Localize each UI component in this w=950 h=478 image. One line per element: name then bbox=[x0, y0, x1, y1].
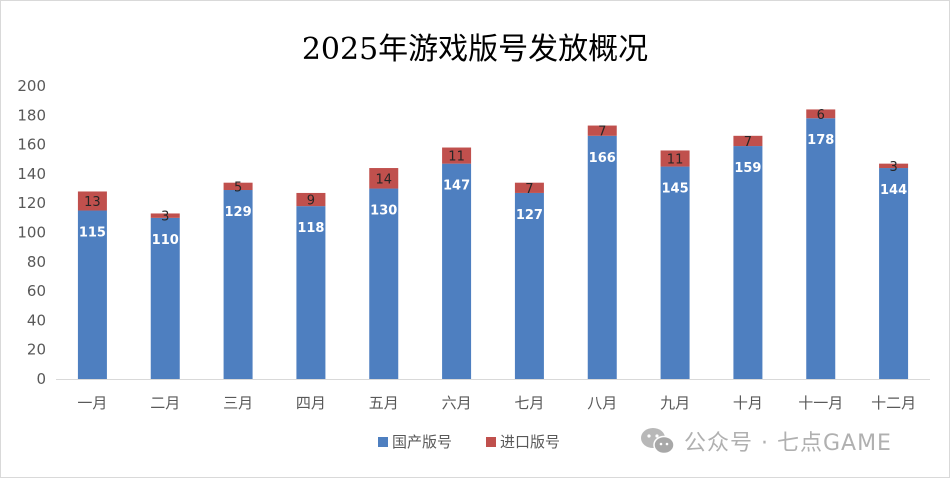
bar-import bbox=[77, 191, 107, 211]
legend-label: 进口版号 bbox=[500, 433, 560, 451]
x-tick-label: 十二月 bbox=[871, 394, 916, 412]
legend-swatch bbox=[486, 437, 496, 447]
x-tick-label: 十月 bbox=[733, 394, 763, 412]
chart-title: 2025年游戏版号发放概况 bbox=[301, 32, 649, 67]
y-tick-label: 0 bbox=[36, 370, 46, 388]
data-label-import: 7 bbox=[744, 135, 752, 150]
data-label-import: 11 bbox=[448, 150, 465, 165]
bar-domestic bbox=[369, 188, 399, 379]
data-label-import: 3 bbox=[161, 210, 169, 225]
bar-import bbox=[442, 147, 472, 164]
y-tick-label: 20 bbox=[27, 341, 46, 359]
bar-import bbox=[660, 150, 690, 167]
data-label-domestic: 178 bbox=[807, 133, 834, 148]
data-label-domestic: 145 bbox=[662, 182, 689, 197]
data-label-domestic: 115 bbox=[79, 226, 106, 241]
data-label-domestic: 130 bbox=[370, 204, 397, 219]
y-tick-label: 60 bbox=[27, 282, 46, 300]
data-label-import: 9 bbox=[307, 194, 315, 209]
data-label-domestic: 127 bbox=[516, 208, 543, 223]
data-label-domestic: 166 bbox=[589, 151, 616, 166]
bar-domestic bbox=[806, 118, 836, 379]
bar-domestic bbox=[296, 206, 326, 379]
bar-import bbox=[806, 109, 836, 119]
x-tick-label: 二月 bbox=[150, 394, 180, 412]
data-label-import: 3 bbox=[889, 160, 897, 175]
x-tick-label: 六月 bbox=[442, 394, 472, 412]
bar-domestic bbox=[733, 146, 763, 379]
bar-domestic bbox=[223, 190, 253, 379]
watermark: 公众号 · 七点GAME bbox=[640, 424, 930, 458]
x-tick-label: 三月 bbox=[223, 394, 253, 412]
x-tick-label: 四月 bbox=[296, 394, 326, 412]
data-label-import: 13 bbox=[84, 195, 101, 210]
data-label-import: 7 bbox=[598, 125, 606, 140]
bar-domestic bbox=[587, 135, 617, 379]
bar-import bbox=[223, 182, 253, 191]
x-tick-label: 一月 bbox=[77, 394, 107, 412]
wechat-icon bbox=[641, 428, 675, 455]
data-label-import: 6 bbox=[817, 108, 825, 123]
y-tick-label: 160 bbox=[17, 136, 46, 154]
bar-import bbox=[514, 182, 544, 193]
bar-import bbox=[150, 213, 180, 218]
data-label-import: 14 bbox=[375, 172, 392, 187]
x-tick-label: 十一月 bbox=[798, 394, 843, 412]
data-label-import: 5 bbox=[234, 180, 242, 195]
x-tick-label: 五月 bbox=[369, 394, 399, 412]
bar-import bbox=[296, 192, 326, 207]
bar-domestic bbox=[660, 166, 690, 379]
y-tick-label: 80 bbox=[27, 253, 46, 271]
bar-domestic bbox=[77, 210, 107, 379]
x-tick-label: 九月 bbox=[660, 394, 690, 412]
y-tick-label: 140 bbox=[17, 165, 46, 183]
x-tick-label: 七月 bbox=[514, 394, 544, 412]
bar-domestic bbox=[442, 163, 472, 379]
legend-label: 国产版号 bbox=[392, 433, 452, 451]
data-label-domestic: 159 bbox=[734, 161, 761, 176]
data-label-domestic: 147 bbox=[443, 179, 470, 194]
data-label-domestic: 118 bbox=[297, 221, 324, 236]
y-tick-label: 40 bbox=[27, 311, 46, 329]
bar-import bbox=[733, 135, 763, 147]
bar-import bbox=[369, 168, 399, 189]
data-label-domestic: 144 bbox=[880, 183, 907, 198]
data-label-domestic: 129 bbox=[225, 205, 252, 220]
bar-domestic bbox=[150, 217, 180, 379]
y-tick-label: 120 bbox=[17, 194, 46, 212]
bar-domestic bbox=[514, 192, 544, 379]
bar-import bbox=[879, 163, 909, 169]
data-label-domestic: 110 bbox=[152, 233, 179, 248]
y-tick-label: 180 bbox=[17, 106, 46, 124]
bar-import bbox=[587, 125, 617, 136]
y-tick-label: 200 bbox=[17, 77, 46, 95]
x-tick-label: 八月 bbox=[587, 394, 617, 412]
watermark-text: 公众号 · 七点GAME bbox=[684, 431, 892, 456]
bar-domestic bbox=[879, 168, 909, 379]
data-label-import: 7 bbox=[525, 182, 533, 197]
y-tick-label: 100 bbox=[17, 224, 46, 242]
legend-swatch bbox=[378, 437, 388, 447]
data-label-import: 11 bbox=[667, 153, 684, 168]
